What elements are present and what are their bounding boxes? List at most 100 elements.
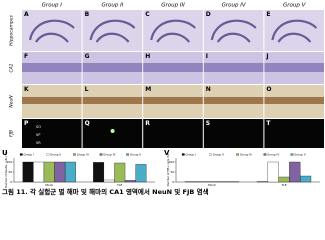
column-header: Group II [101, 3, 123, 9]
legend-label: Group III [77, 153, 89, 157]
image-panel [203, 10, 264, 51]
legend-swatch [263, 153, 267, 156]
bar [267, 161, 279, 183]
row-label: CA1 [9, 63, 15, 72]
image-panel [22, 10, 82, 51]
bar [54, 161, 66, 183]
panel-letter: J [265, 53, 268, 60]
y-tick-label: 0 [10, 180, 12, 184]
x-tick-label: Mock [45, 183, 53, 187]
layer-label: SP [36, 133, 40, 137]
panel-letter: K [24, 86, 29, 93]
bar [103, 179, 115, 183]
legend-label: Group V [130, 153, 141, 157]
bar [22, 161, 34, 183]
panel-letter: D [206, 11, 211, 18]
cell-layer [143, 97, 203, 104]
cell-layer [264, 97, 324, 104]
image-panel [143, 119, 203, 148]
panel-letter: B [85, 11, 90, 18]
y-tick-label: 50 [170, 170, 174, 174]
column-header: Group I [42, 3, 63, 9]
tissue-outline [150, 19, 196, 43]
legend-label: Group II [50, 153, 61, 157]
panel-letter: R [145, 120, 150, 127]
legend-swatch [73, 153, 76, 156]
image-panel [264, 119, 324, 148]
panel-letter: M [145, 86, 151, 93]
legend-swatch [99, 153, 103, 156]
y-tick-label: 100 [169, 160, 175, 164]
legend-swatch [126, 153, 130, 156]
row-label: NeuN [9, 95, 15, 108]
image-panel [82, 119, 143, 148]
panel-letter: E [266, 11, 270, 18]
image-panel [82, 10, 143, 51]
panel-letter: I [206, 53, 208, 60]
tissue-outline [89, 19, 136, 43]
bar [114, 162, 126, 183]
image-panel [143, 10, 203, 51]
legend-label: Group IV [267, 153, 279, 157]
y-tick-label: 0 [172, 180, 174, 184]
panel-letter: N [206, 86, 211, 93]
panel-letter: V [164, 149, 170, 157]
panel-letter: S [206, 120, 210, 127]
caption: 그림 11. 각 실험군 별 해마 및 해마의 CA1 영역에서 NeuN 및 … [2, 187, 209, 196]
row-label: Hippocampus [9, 14, 15, 45]
cell-layer [264, 63, 324, 72]
layer-label: SO [36, 125, 41, 129]
legend-swatch [46, 153, 50, 156]
panel-letter: O [266, 86, 271, 93]
bar [64, 161, 76, 183]
panel-letter: T [266, 120, 271, 127]
panel-letter: A [24, 11, 29, 18]
column-header: Group IV [222, 3, 247, 9]
cell-layer [203, 63, 264, 72]
image-panel [22, 119, 82, 148]
panel-letter: U [2, 149, 8, 157]
tissue-outline [271, 19, 318, 43]
legend-swatch [290, 153, 294, 156]
panel-letter: Q [85, 120, 90, 127]
panel-letter: F [24, 53, 28, 60]
bar [33, 161, 45, 183]
x-tick-label: TLE [280, 183, 287, 187]
cell-layer [143, 63, 203, 72]
bar [300, 175, 312, 183]
image-panel [264, 10, 324, 51]
column-header: Group III [161, 3, 185, 9]
cell-layer [203, 97, 264, 104]
y-tick-label: 50 [8, 170, 12, 174]
cell-layer [22, 97, 82, 104]
legend-swatch [209, 153, 212, 156]
cell-layer [82, 97, 143, 104]
panel-letter: C [145, 11, 150, 18]
cell-layer [82, 63, 143, 72]
y-tick-label: 100 [7, 160, 13, 164]
bar [93, 162, 105, 183]
panel-letter: H [145, 53, 150, 60]
tissue-outline [28, 19, 75, 43]
legend-label: Group V [294, 153, 305, 157]
y-axis-label: Number of NeuN+ cells (%) [4, 152, 8, 188]
legend-label: Group I [24, 153, 34, 157]
legend-label: Group IV [103, 153, 115, 157]
fjb-signal [110, 129, 115, 133]
legend-swatch [19, 153, 23, 156]
x-tick-label: Mock [208, 183, 216, 187]
bar [289, 161, 301, 183]
legend-swatch [181, 153, 185, 156]
bar [124, 180, 136, 183]
cell-layer [22, 63, 82, 72]
bar [278, 176, 290, 183]
bar [43, 161, 55, 183]
legend-label: Group III [240, 153, 252, 157]
layer-label: SR [36, 141, 41, 145]
image-panel [203, 119, 264, 148]
panel-letter: P [24, 120, 29, 127]
y-axis-label: Number of FJB+ cells (%) [166, 154, 170, 187]
column-header: Group V [283, 3, 307, 9]
tissue-outline [210, 19, 257, 43]
x-tick-label: TLE [116, 183, 123, 187]
